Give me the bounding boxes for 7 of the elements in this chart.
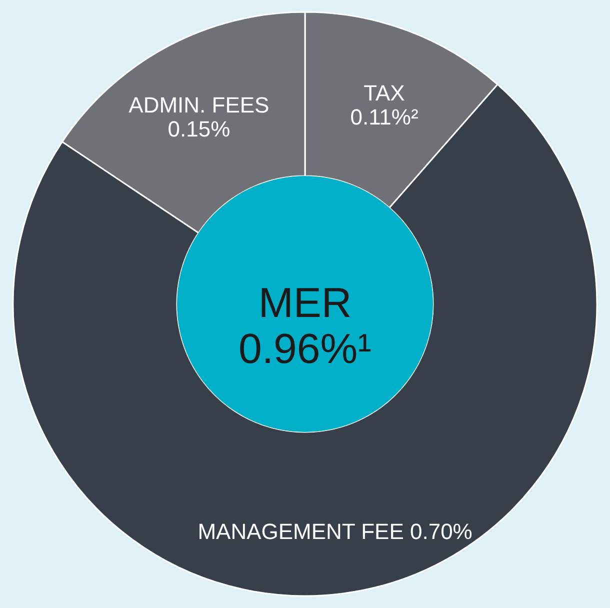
data-label: 0.11%² [350,104,418,130]
text: MER [258,279,352,326]
data-label: 0.15% [168,116,230,142]
slice-label: ADMIN. FEES [128,92,270,118]
text: 0.96%¹ [238,325,372,372]
slice-label: TAX [364,80,406,106]
slice-label: MANAGEMENT FEE 0.70% [198,519,472,544]
